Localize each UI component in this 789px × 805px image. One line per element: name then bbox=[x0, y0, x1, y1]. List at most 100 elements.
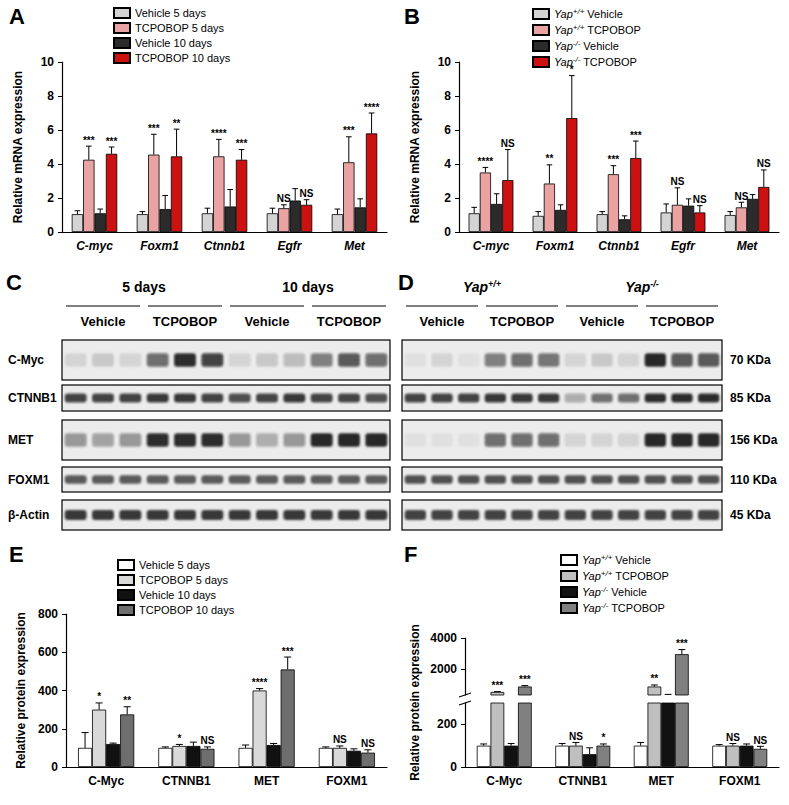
svg-text:Egfr: Egfr bbox=[278, 239, 303, 253]
svg-text:Vehicle 5 days: Vehicle 5 days bbox=[139, 559, 210, 571]
svg-text:Yap: Yap bbox=[554, 24, 573, 36]
svg-text:Foxm1: Foxm1 bbox=[536, 239, 575, 253]
svg-text:TCPOBOP: TCPOBOP bbox=[580, 56, 637, 68]
svg-text:D: D bbox=[398, 270, 414, 295]
svg-text:0: 0 bbox=[450, 760, 457, 774]
svg-text:70 KDa: 70 KDa bbox=[730, 353, 771, 367]
svg-text:10 days: 10 days bbox=[282, 279, 334, 295]
svg-text:FOXM1: FOXM1 bbox=[719, 774, 761, 788]
svg-text:Yap: Yap bbox=[582, 570, 601, 582]
svg-text:+/+: +/+ bbox=[601, 553, 613, 562]
svg-text:NS: NS bbox=[501, 138, 515, 149]
svg-text:TCPOBOP: TCPOBOP bbox=[608, 602, 665, 614]
svg-text:Vehicle: Vehicle bbox=[584, 8, 623, 20]
svg-text:NS: NS bbox=[200, 735, 214, 746]
svg-text:*: * bbox=[601, 732, 605, 743]
svg-text:FOXM1: FOXM1 bbox=[326, 774, 368, 788]
svg-text:MET: MET bbox=[8, 433, 34, 447]
svg-text:NS: NS bbox=[726, 732, 740, 743]
svg-text:β-Actin: β-Actin bbox=[8, 508, 49, 522]
svg-text:Yap: Yap bbox=[582, 602, 601, 614]
svg-text:***: *** bbox=[608, 154, 620, 165]
svg-text:CTNNB1: CTNNB1 bbox=[162, 774, 211, 788]
svg-text:Relative mRNA expression: Relative mRNA expression bbox=[408, 71, 422, 223]
svg-text:400: 400 bbox=[38, 684, 58, 698]
svg-text:Vehicle 10 days: Vehicle 10 days bbox=[139, 589, 217, 601]
svg-text:*: * bbox=[570, 64, 574, 75]
svg-text:6: 6 bbox=[47, 123, 54, 137]
svg-text:Relative mRNA expression: Relative mRNA expression bbox=[11, 71, 25, 223]
svg-text:NS: NS bbox=[693, 194, 707, 205]
svg-text:NS: NS bbox=[300, 188, 314, 199]
svg-text:6: 6 bbox=[444, 123, 451, 137]
svg-text:4: 4 bbox=[444, 157, 451, 171]
svg-text:C-myc: C-myc bbox=[473, 239, 510, 253]
svg-text:A: A bbox=[9, 4, 25, 29]
svg-text:C-myc: C-myc bbox=[76, 239, 113, 253]
svg-text:C-Myc: C-Myc bbox=[88, 774, 124, 788]
svg-text:Vehicle: Vehicle bbox=[245, 314, 290, 329]
svg-text:Yap+/+: Yap+/+ bbox=[463, 279, 502, 295]
svg-text:Relative protein expression: Relative protein expression bbox=[14, 612, 28, 769]
svg-text:8: 8 bbox=[47, 89, 54, 103]
svg-text:Met: Met bbox=[737, 239, 759, 253]
svg-text:2: 2 bbox=[444, 191, 451, 205]
svg-text:TCPOBOP: TCPOBOP bbox=[612, 570, 669, 582]
svg-text:200: 200 bbox=[437, 717, 457, 731]
svg-text:***: *** bbox=[676, 638, 688, 649]
svg-text:Vehicle: Vehicle bbox=[81, 314, 126, 329]
svg-text:85 KDa: 85 KDa bbox=[730, 391, 771, 405]
svg-text:0: 0 bbox=[47, 225, 54, 239]
svg-text:Vehicle: Vehicle bbox=[420, 314, 465, 329]
svg-text:110 KDa: 110 KDa bbox=[730, 473, 777, 487]
svg-text:C: C bbox=[6, 270, 22, 295]
svg-text:Ctnnb1: Ctnnb1 bbox=[598, 239, 640, 253]
svg-text:45 KDa: 45 KDa bbox=[730, 508, 771, 522]
svg-text:10: 10 bbox=[41, 55, 55, 69]
svg-text:TCPOBOP: TCPOBOP bbox=[650, 314, 715, 329]
svg-text:**: ** bbox=[546, 153, 554, 164]
svg-text:***: *** bbox=[236, 138, 248, 149]
svg-text:0: 0 bbox=[51, 760, 58, 774]
svg-text:**: ** bbox=[173, 118, 181, 129]
svg-text:***: *** bbox=[343, 125, 355, 136]
svg-text:Met: Met bbox=[344, 239, 366, 253]
svg-text:****: **** bbox=[252, 677, 268, 688]
svg-text:Ctnnb1: Ctnnb1 bbox=[204, 239, 246, 253]
svg-text:Yap-/-: Yap-/- bbox=[625, 279, 659, 295]
svg-text:***: *** bbox=[492, 680, 504, 691]
svg-text:F: F bbox=[404, 542, 417, 567]
svg-text:Egfr: Egfr bbox=[671, 239, 696, 253]
svg-text:CTNNB1: CTNNB1 bbox=[8, 391, 57, 405]
svg-text:5 days: 5 days bbox=[122, 279, 166, 295]
svg-text:NS: NS bbox=[753, 735, 767, 746]
svg-text:MET: MET bbox=[254, 774, 280, 788]
svg-text:***: *** bbox=[83, 135, 95, 146]
svg-text:Foxm1: Foxm1 bbox=[140, 239, 179, 253]
svg-text:TCPOBOP: TCPOBOP bbox=[490, 314, 555, 329]
svg-text:FOXM1: FOXM1 bbox=[8, 473, 50, 487]
svg-text:Yap: Yap bbox=[582, 586, 601, 598]
svg-text:Yap: Yap bbox=[582, 554, 601, 566]
svg-text:Vehicle 5 days: Vehicle 5 days bbox=[135, 7, 206, 19]
svg-text:CTNNB1: CTNNB1 bbox=[558, 774, 607, 788]
svg-text:****: **** bbox=[364, 102, 380, 113]
svg-text:+/+: +/+ bbox=[573, 7, 585, 16]
svg-text:Yap: Yap bbox=[554, 40, 573, 52]
svg-text:2000: 2000 bbox=[430, 662, 457, 676]
svg-text:4: 4 bbox=[47, 157, 54, 171]
svg-text:200: 200 bbox=[38, 722, 58, 736]
svg-text:MET: MET bbox=[649, 774, 675, 788]
svg-text:****: **** bbox=[478, 156, 494, 167]
svg-text:NS: NS bbox=[333, 734, 347, 745]
svg-text:NS: NS bbox=[734, 191, 748, 202]
svg-text:Vehicle: Vehicle bbox=[612, 554, 651, 566]
svg-text:**: ** bbox=[650, 673, 658, 684]
svg-text:C-Myc: C-Myc bbox=[8, 353, 44, 367]
svg-text:Vehicle: Vehicle bbox=[580, 40, 619, 52]
svg-text:E: E bbox=[9, 542, 24, 567]
svg-text:NS: NS bbox=[277, 193, 291, 204]
svg-text:***: *** bbox=[630, 130, 642, 141]
svg-text:**: ** bbox=[123, 695, 131, 706]
svg-text:NS: NS bbox=[361, 738, 375, 749]
